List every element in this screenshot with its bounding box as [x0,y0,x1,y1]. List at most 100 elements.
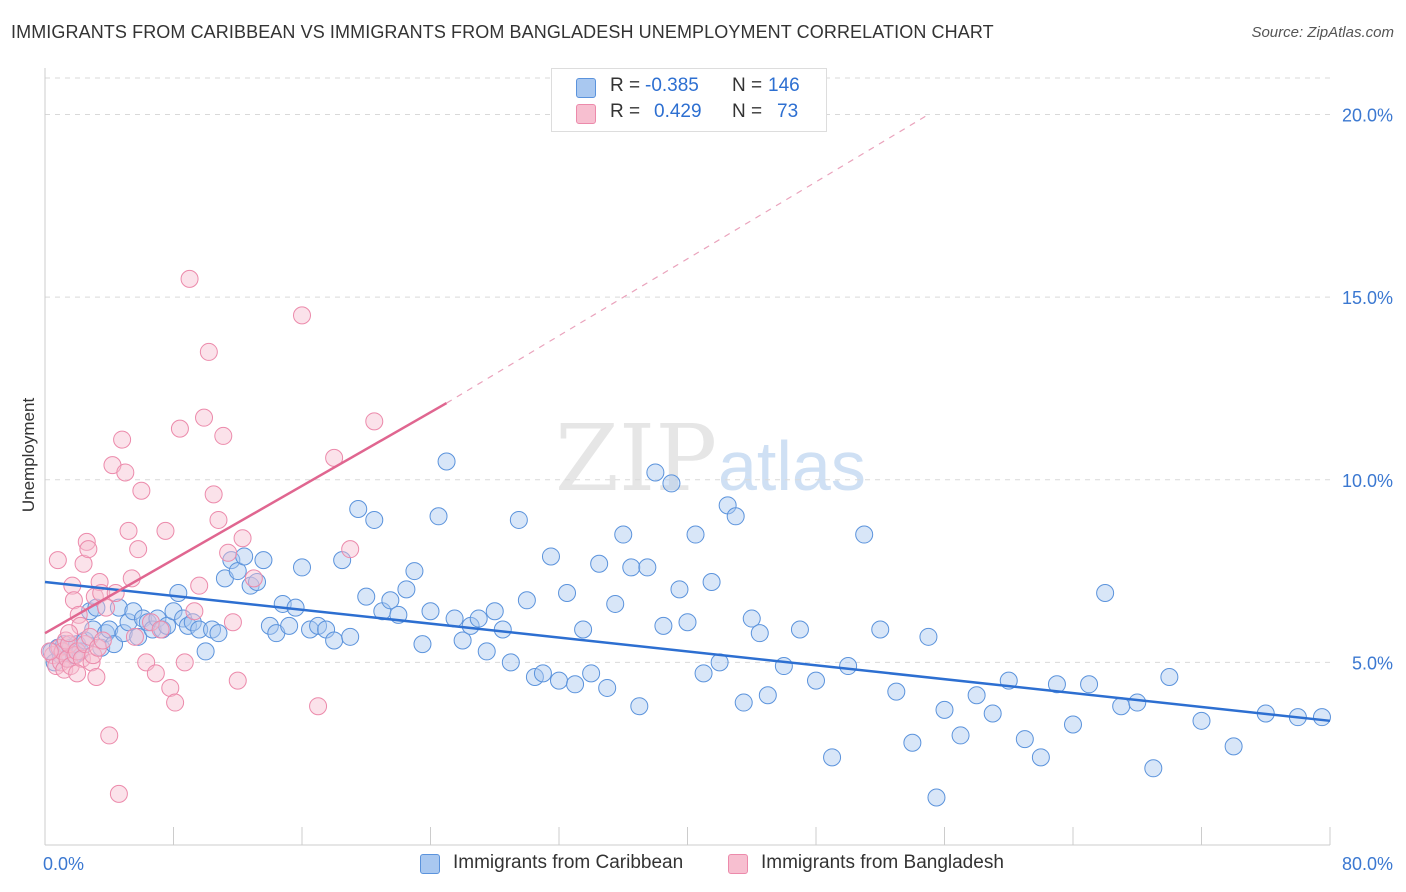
point-caribbean [485,602,504,621]
point-bangladesh [48,551,67,570]
point-caribbean [248,573,267,592]
point-bangladesh [74,554,93,573]
point-bangladesh [68,664,87,683]
point-bangladesh [185,602,204,621]
point-caribbean [574,620,593,639]
point-bangladesh [119,521,138,540]
point-caribbean [196,642,215,661]
legend-swatch-bangladesh [576,104,596,124]
point-caribbean [726,507,745,526]
point-caribbean [646,463,665,482]
x-tick-label: 80.0% [1342,854,1393,874]
trendline-bangladesh [44,401,448,635]
point-bangladesh [72,649,91,668]
point-caribbean [839,657,858,676]
point-caribbean [790,620,809,639]
point-caribbean [421,602,440,621]
point-caribbean [927,788,946,807]
point-caribbean [1080,675,1099,694]
point-caribbean [1224,737,1243,756]
point-bangladesh [309,697,328,716]
watermark-zip: ZIP [555,405,717,512]
point-bangladesh [113,430,132,449]
point-caribbean [254,551,273,570]
point-caribbean [566,675,585,694]
point-caribbean [1015,730,1034,749]
point-bangladesh [132,481,151,500]
point-caribbean [734,693,753,712]
legend-row-bangladesh: R = 0.429 N = 73 [552,100,826,126]
point-bangladesh [64,591,83,610]
point-caribbean [1096,583,1115,602]
point-bangladesh [146,664,165,683]
point-bangladesh [166,693,185,712]
legend-n-label: N = [732,75,763,96]
legend-n-value-bangladesh: 73 [777,101,799,122]
legend-row-caribbean: R = -0.385 N = 146 [552,74,826,100]
x-tick-label: 0.0% [43,854,84,874]
point-caribbean [550,671,568,690]
point-caribbean [614,525,633,544]
legend-n-value-caribbean: 146 [768,75,800,96]
point-bangladesh [161,678,180,697]
point-caribbean [951,726,970,745]
point-bangladesh [142,613,161,632]
point-bangladesh [93,631,112,650]
bottom-legend-label-bangladesh: Immigrants from Bangladesh [761,852,1004,873]
point-bangladesh [77,532,96,551]
point-caribbean [1031,748,1050,767]
point-caribbean [517,591,536,610]
point-caribbean [686,525,705,544]
point-caribbean [397,580,416,599]
point-caribbean [169,583,188,602]
point-caribbean [260,616,279,635]
point-bangladesh [199,342,218,361]
legend-r-label: R = [610,101,641,122]
point-caribbean [293,558,311,577]
point-bangladesh [223,613,242,632]
point-caribbean [887,682,906,701]
y-axis-label: Unemployment [19,398,38,513]
point-caribbean [1144,759,1163,778]
watermark-atlas: atlas [718,427,866,505]
point-caribbean [1192,711,1211,730]
point-caribbean [670,580,689,599]
point-caribbean [1064,715,1082,734]
point-bangladesh [156,521,175,540]
legend-n-label: N = [732,101,763,122]
point-bangladesh [180,269,199,288]
point-caribbean [477,642,496,661]
bottom-legend-label-caribbean: Immigrants from Caribbean [453,852,684,873]
point-caribbean [630,697,649,716]
point-caribbean [622,558,641,577]
point-caribbean [235,547,254,566]
point-caribbean [453,631,472,650]
point-caribbean [919,627,938,646]
point-caribbean [357,587,376,606]
point-caribbean [598,678,617,697]
point-caribbean [823,748,842,767]
point-caribbean [582,664,601,683]
point-caribbean [1312,708,1331,727]
point-caribbean [702,573,721,592]
point-caribbean [114,624,133,643]
point-caribbean [381,591,400,610]
point-bangladesh [244,569,263,588]
point-caribbean [209,624,228,643]
point-bangladesh [175,653,194,672]
trendline-caribbean [44,580,1331,723]
point-bangladesh [233,529,252,548]
point-caribbean [533,664,552,683]
point-caribbean [694,664,713,683]
point-caribbean [341,627,360,646]
point-caribbean [967,686,986,705]
y-tick-label: 20.0% [1342,106,1393,126]
point-bangladesh [219,543,238,562]
point-caribbean [742,609,761,628]
y-tick-label: 15.0% [1342,288,1393,308]
point-bangladesh [365,412,384,431]
bottom-legend-swatch-caribbean [420,854,440,874]
point-bangladesh [293,306,311,325]
point-bangladesh [100,726,119,745]
